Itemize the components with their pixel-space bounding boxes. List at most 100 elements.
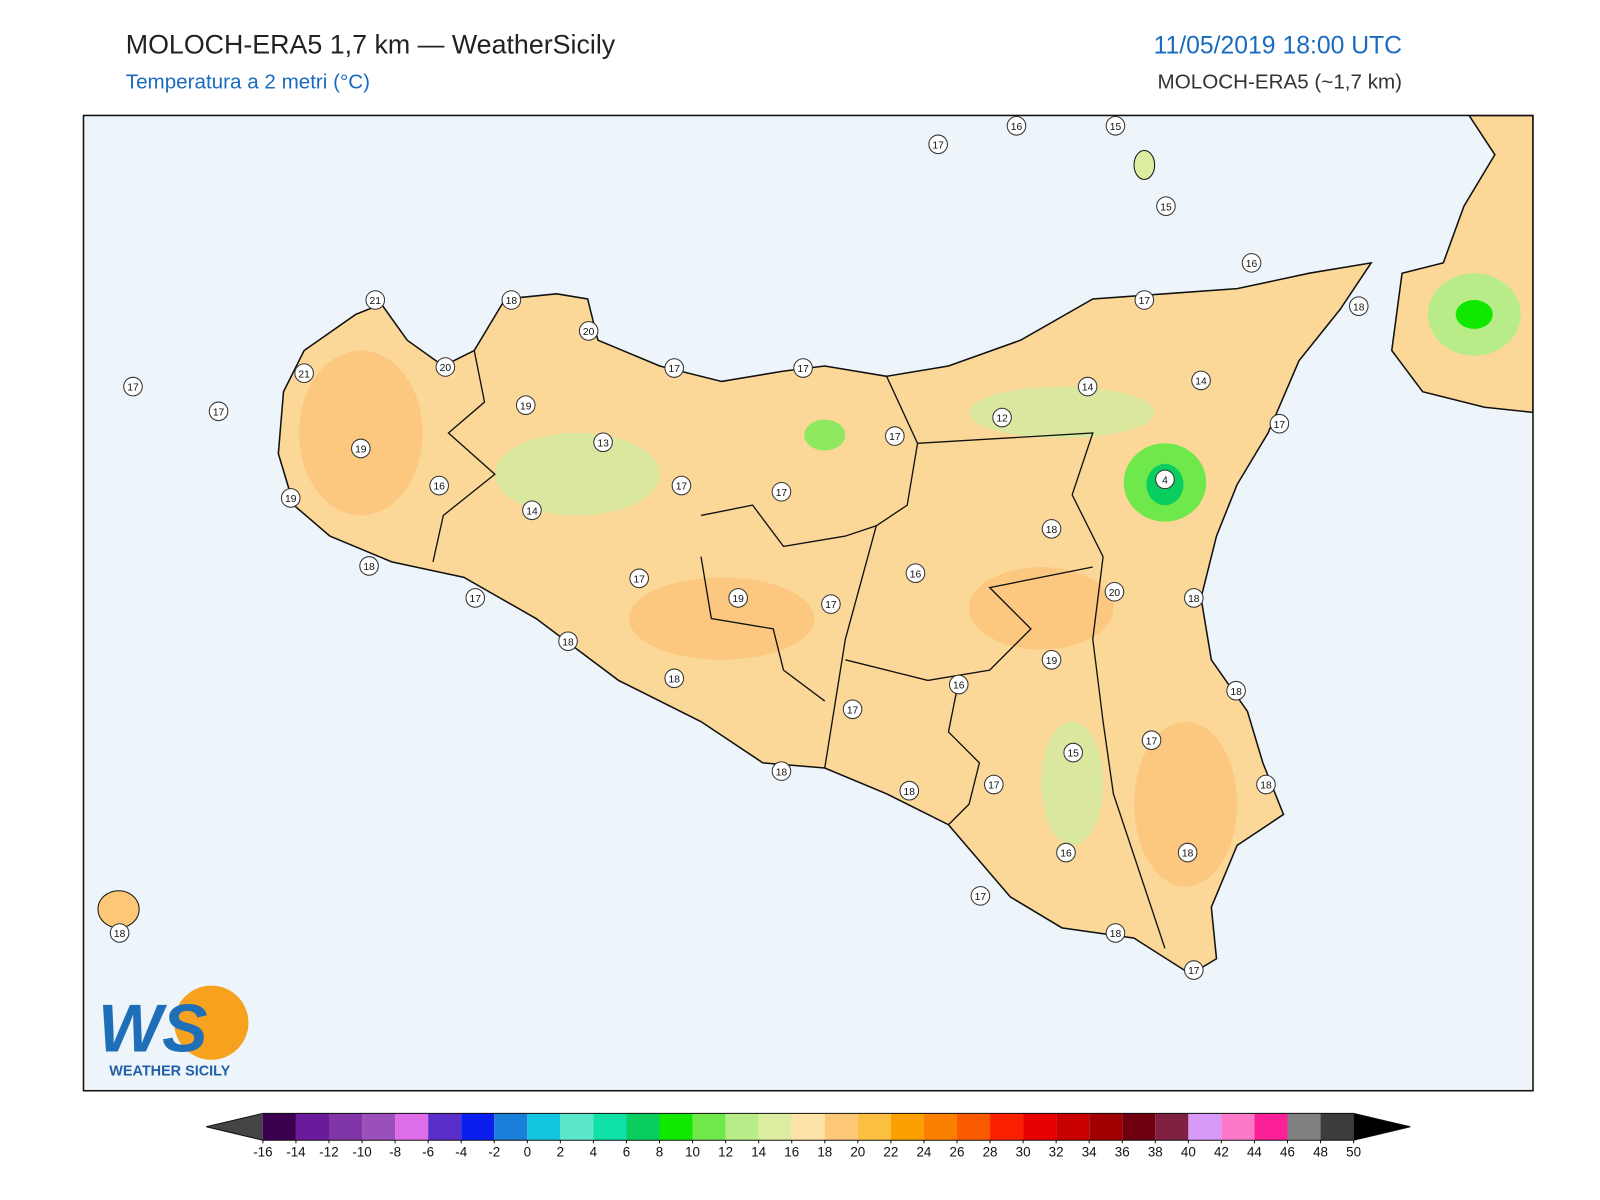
colorbar-box [428, 1113, 462, 1141]
station-value: 18 [1188, 594, 1200, 605]
station-marker [365, 290, 386, 310]
station: 15 [1156, 196, 1176, 216]
logo: WS WEATHER SICILY [98, 985, 249, 1079]
station-marker [664, 358, 685, 378]
pantelleria [97, 890, 140, 929]
station-value: 14 [526, 506, 538, 517]
station: 15 [1063, 742, 1083, 763]
station: 20 [1104, 581, 1125, 602]
station-marker [1348, 296, 1369, 316]
colorbar-box [295, 1113, 329, 1141]
colorbar-tick-label: 12 [718, 1145, 733, 1160]
station-marker [501, 290, 522, 310]
colorbar-tick-label: 50 [1346, 1145, 1361, 1160]
station-value: 17 [1139, 296, 1151, 307]
station-value: 17 [1274, 420, 1286, 431]
station-value: 17 [213, 407, 225, 418]
colorbar-box [659, 1113, 693, 1141]
station-value: 4 [1162, 476, 1168, 487]
station: 13 [593, 432, 613, 453]
colorbar-tick-label: -10 [352, 1145, 371, 1160]
station-marker [208, 401, 229, 422]
station-value: 16 [433, 482, 445, 493]
station: 19 [728, 588, 748, 608]
colorbar-tick-label: 6 [623, 1145, 630, 1160]
colorbar-box [857, 1113, 891, 1141]
colorbar-tick-label: 36 [1115, 1145, 1130, 1160]
colorbar-box [1056, 1113, 1090, 1141]
station: 17 [1134, 290, 1155, 310]
station-marker [885, 426, 905, 446]
colorbar-tick-label: -16 [253, 1145, 272, 1160]
station: 17 [123, 376, 143, 397]
logo-mark: WS [98, 991, 208, 1067]
station-marker [1006, 115, 1027, 136]
colorbar-tick-label: 4 [590, 1145, 598, 1160]
title: MOLOCH-ERA5 1,7 km — WeatherSicily [126, 30, 616, 60]
station-marker [771, 761, 792, 781]
station: 4 [1155, 469, 1175, 490]
station-value: 14 [1195, 377, 1207, 388]
colorbar-box [1188, 1113, 1222, 1141]
station: 18 [1184, 588, 1204, 608]
station-value: 18 [506, 296, 518, 307]
station: 17 [629, 568, 649, 589]
station: 17 [771, 481, 792, 502]
station: 18 [1226, 680, 1246, 701]
colorbar-tick-label: 14 [751, 1145, 766, 1160]
station: 17 [885, 426, 905, 446]
station: 18 [1041, 519, 1062, 539]
station: 17 [1184, 960, 1204, 980]
station-marker [359, 556, 379, 576]
station-value: 17 [1146, 736, 1158, 747]
colorbar-box [626, 1113, 660, 1141]
station-value: 17 [975, 892, 987, 903]
colorbar-tick-label: 16 [784, 1145, 799, 1160]
station-value: 17 [776, 488, 788, 499]
station: 18 [501, 290, 522, 310]
station-value: 17 [797, 364, 809, 375]
station: 17 [928, 134, 948, 155]
station: 19 [515, 395, 536, 415]
station-value: 17 [676, 482, 688, 493]
station-marker [1041, 519, 1062, 539]
madonie-cool [804, 419, 846, 451]
station-marker [123, 376, 143, 397]
station-marker [351, 438, 371, 459]
station-marker [948, 674, 969, 695]
colorbar-box [791, 1113, 825, 1141]
station-value: 18 [363, 562, 375, 573]
station-value: 17 [668, 364, 680, 375]
station-marker [1104, 581, 1125, 602]
station: 17 [1141, 730, 1162, 750]
station-value: 17 [1188, 966, 1200, 977]
station: 16 [1006, 115, 1027, 136]
colorbar-tick-label: 24 [916, 1145, 931, 1160]
station-marker [1155, 469, 1175, 490]
colorbar-box [1089, 1113, 1123, 1141]
station: 18 [109, 923, 130, 943]
colorbar-tick-label: 42 [1214, 1145, 1229, 1160]
stations: 17 16 15 15 16 17 18 21 18 20 20 21 17 17 17 17 19 14 14 12… [109, 115, 1369, 980]
station-marker [1241, 253, 1262, 273]
colorbar-under [206, 1113, 263, 1141]
station-marker [899, 780, 920, 801]
station-marker [429, 475, 449, 496]
colorbar-box [1155, 1113, 1189, 1141]
colorbar-tick-label: 30 [1016, 1145, 1031, 1160]
station-value: 21 [298, 369, 310, 380]
colorbar-over [1353, 1113, 1411, 1141]
station: 18 [558, 631, 578, 652]
station: 17 [984, 774, 1004, 795]
colorbar-tick-label: 46 [1280, 1145, 1295, 1160]
colorbar-tick-label: 48 [1313, 1145, 1328, 1160]
station: 18 [1256, 774, 1276, 795]
station-value: 19 [285, 494, 297, 505]
station: 16 [1056, 842, 1076, 863]
station-value: 16 [1011, 122, 1023, 133]
colorbar-tick-label: 44 [1247, 1145, 1262, 1160]
logo-name: WEATHER SICILY [109, 1063, 230, 1079]
colorbar-box [560, 1113, 594, 1141]
colorbar-box [890, 1113, 924, 1141]
station: 16 [1241, 253, 1262, 273]
